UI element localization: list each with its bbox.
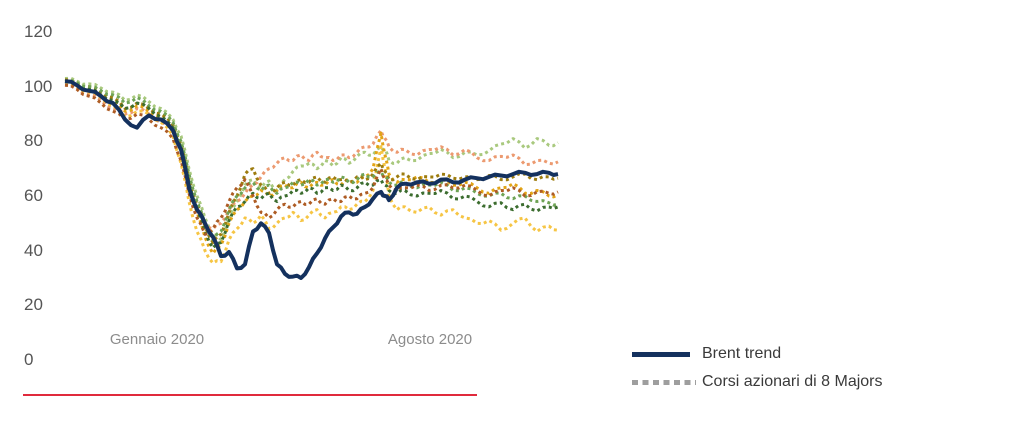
majors-dotted-line-swatch [632,379,696,385]
y-axis-tick-label: 80 [24,131,43,151]
series-line-major-5-dark-mustard [64,78,559,244]
y-axis-tick-label: 40 [24,240,43,260]
y-axis-tick-label: 0 [24,350,34,369]
legend-swatch-box [632,351,698,357]
y-axis-tick-label: 60 [24,186,43,205]
series-line-brent-trend [64,79,559,280]
legend-item-brent: Brent trend [632,340,883,368]
legend-item-majors: Corsi azionari di 8 Majors [632,368,883,396]
series-line-major-1-light-green [64,76,559,242]
y-axis-tick-label: 120 [24,22,53,41]
series-line-major-6-medium-green [64,78,559,242]
y-axis-tick-label: 100 [24,76,53,96]
legend-label-brent: Brent trend [702,345,782,362]
legend-label-majors: Corsi azionari di 8 Majors [702,373,883,390]
x-axis-label-january: Gennaio 2020 [109,331,205,348]
y-axis-tick-label: 20 [24,295,43,315]
legend-swatch-box [632,379,698,385]
series-line-major-3-bright-yellow [64,82,559,265]
x-axis-label-august: Agosto 2020 [387,331,473,348]
series-line-major-8-brown [64,83,559,236]
chart-legend: Brent trend Corsi azionari di 8 Majors [632,340,883,396]
brent-solid-line-swatch [632,351,690,357]
series-line-major-4-gold [64,79,559,255]
red-divider-line [23,394,477,396]
